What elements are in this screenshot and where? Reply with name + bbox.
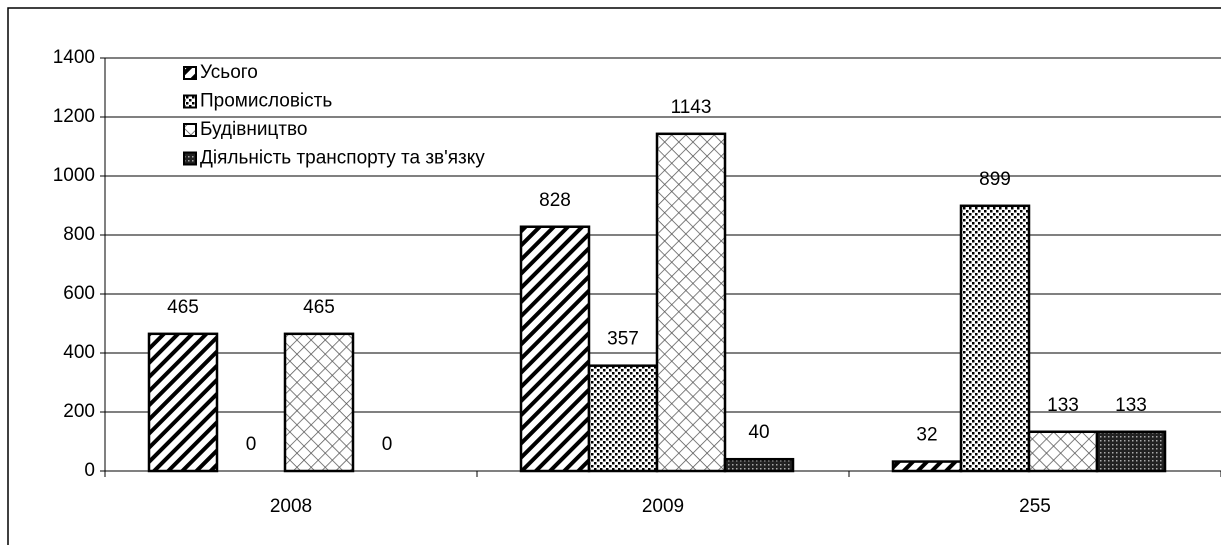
- bar: [891, 460, 963, 473]
- legend-label: Усього: [200, 62, 258, 83]
- bar: [147, 332, 219, 473]
- data-label: 0: [382, 434, 393, 455]
- legend-swatch: [183, 123, 197, 137]
- legend-swatch: [183, 151, 197, 166]
- data-label: 899: [979, 169, 1011, 190]
- frame: [7, 7, 1221, 545]
- data-label: 465: [167, 297, 199, 318]
- data-label: 1143: [671, 97, 712, 118]
- bar: [1095, 430, 1167, 473]
- data-label: 133: [1115, 395, 1147, 416]
- x-tick-label: 2009: [642, 496, 684, 517]
- bar: [959, 204, 1031, 473]
- y-tick-label: 800: [63, 224, 95, 245]
- data-label: 828: [539, 190, 571, 211]
- y-tick-label: 600: [63, 283, 95, 304]
- x-tick-label: 255: [1019, 496, 1051, 517]
- data-label: 0: [246, 434, 257, 455]
- y-tick-label: 400: [63, 342, 95, 363]
- y-tick-label: 200: [63, 401, 95, 422]
- bar: [723, 457, 795, 473]
- y-tick-label: 1000: [53, 165, 95, 186]
- bar: [655, 132, 727, 473]
- legend-swatch: [183, 94, 197, 109]
- data-label: 465: [303, 297, 335, 318]
- y-tick-label: 0: [84, 460, 95, 481]
- y-tick-label: 1200: [53, 106, 95, 127]
- bar: [283, 332, 355, 473]
- data-label: 40: [748, 422, 769, 443]
- data-label: 133: [1047, 395, 1079, 416]
- legend-label: Будівництво: [200, 119, 307, 140]
- legend-label: Діяльність транспорту та зв'язку: [200, 148, 485, 169]
- legend-label: Промисловість: [200, 91, 332, 112]
- data-label: 357: [607, 329, 639, 350]
- bar: [587, 364, 659, 473]
- bar: [519, 225, 591, 473]
- legend-swatch: [183, 66, 197, 80]
- bar: [1027, 430, 1099, 473]
- y-tick-label: 1400: [53, 47, 95, 68]
- x-tick-label: 2008: [270, 496, 312, 517]
- data-label: 32: [916, 425, 937, 446]
